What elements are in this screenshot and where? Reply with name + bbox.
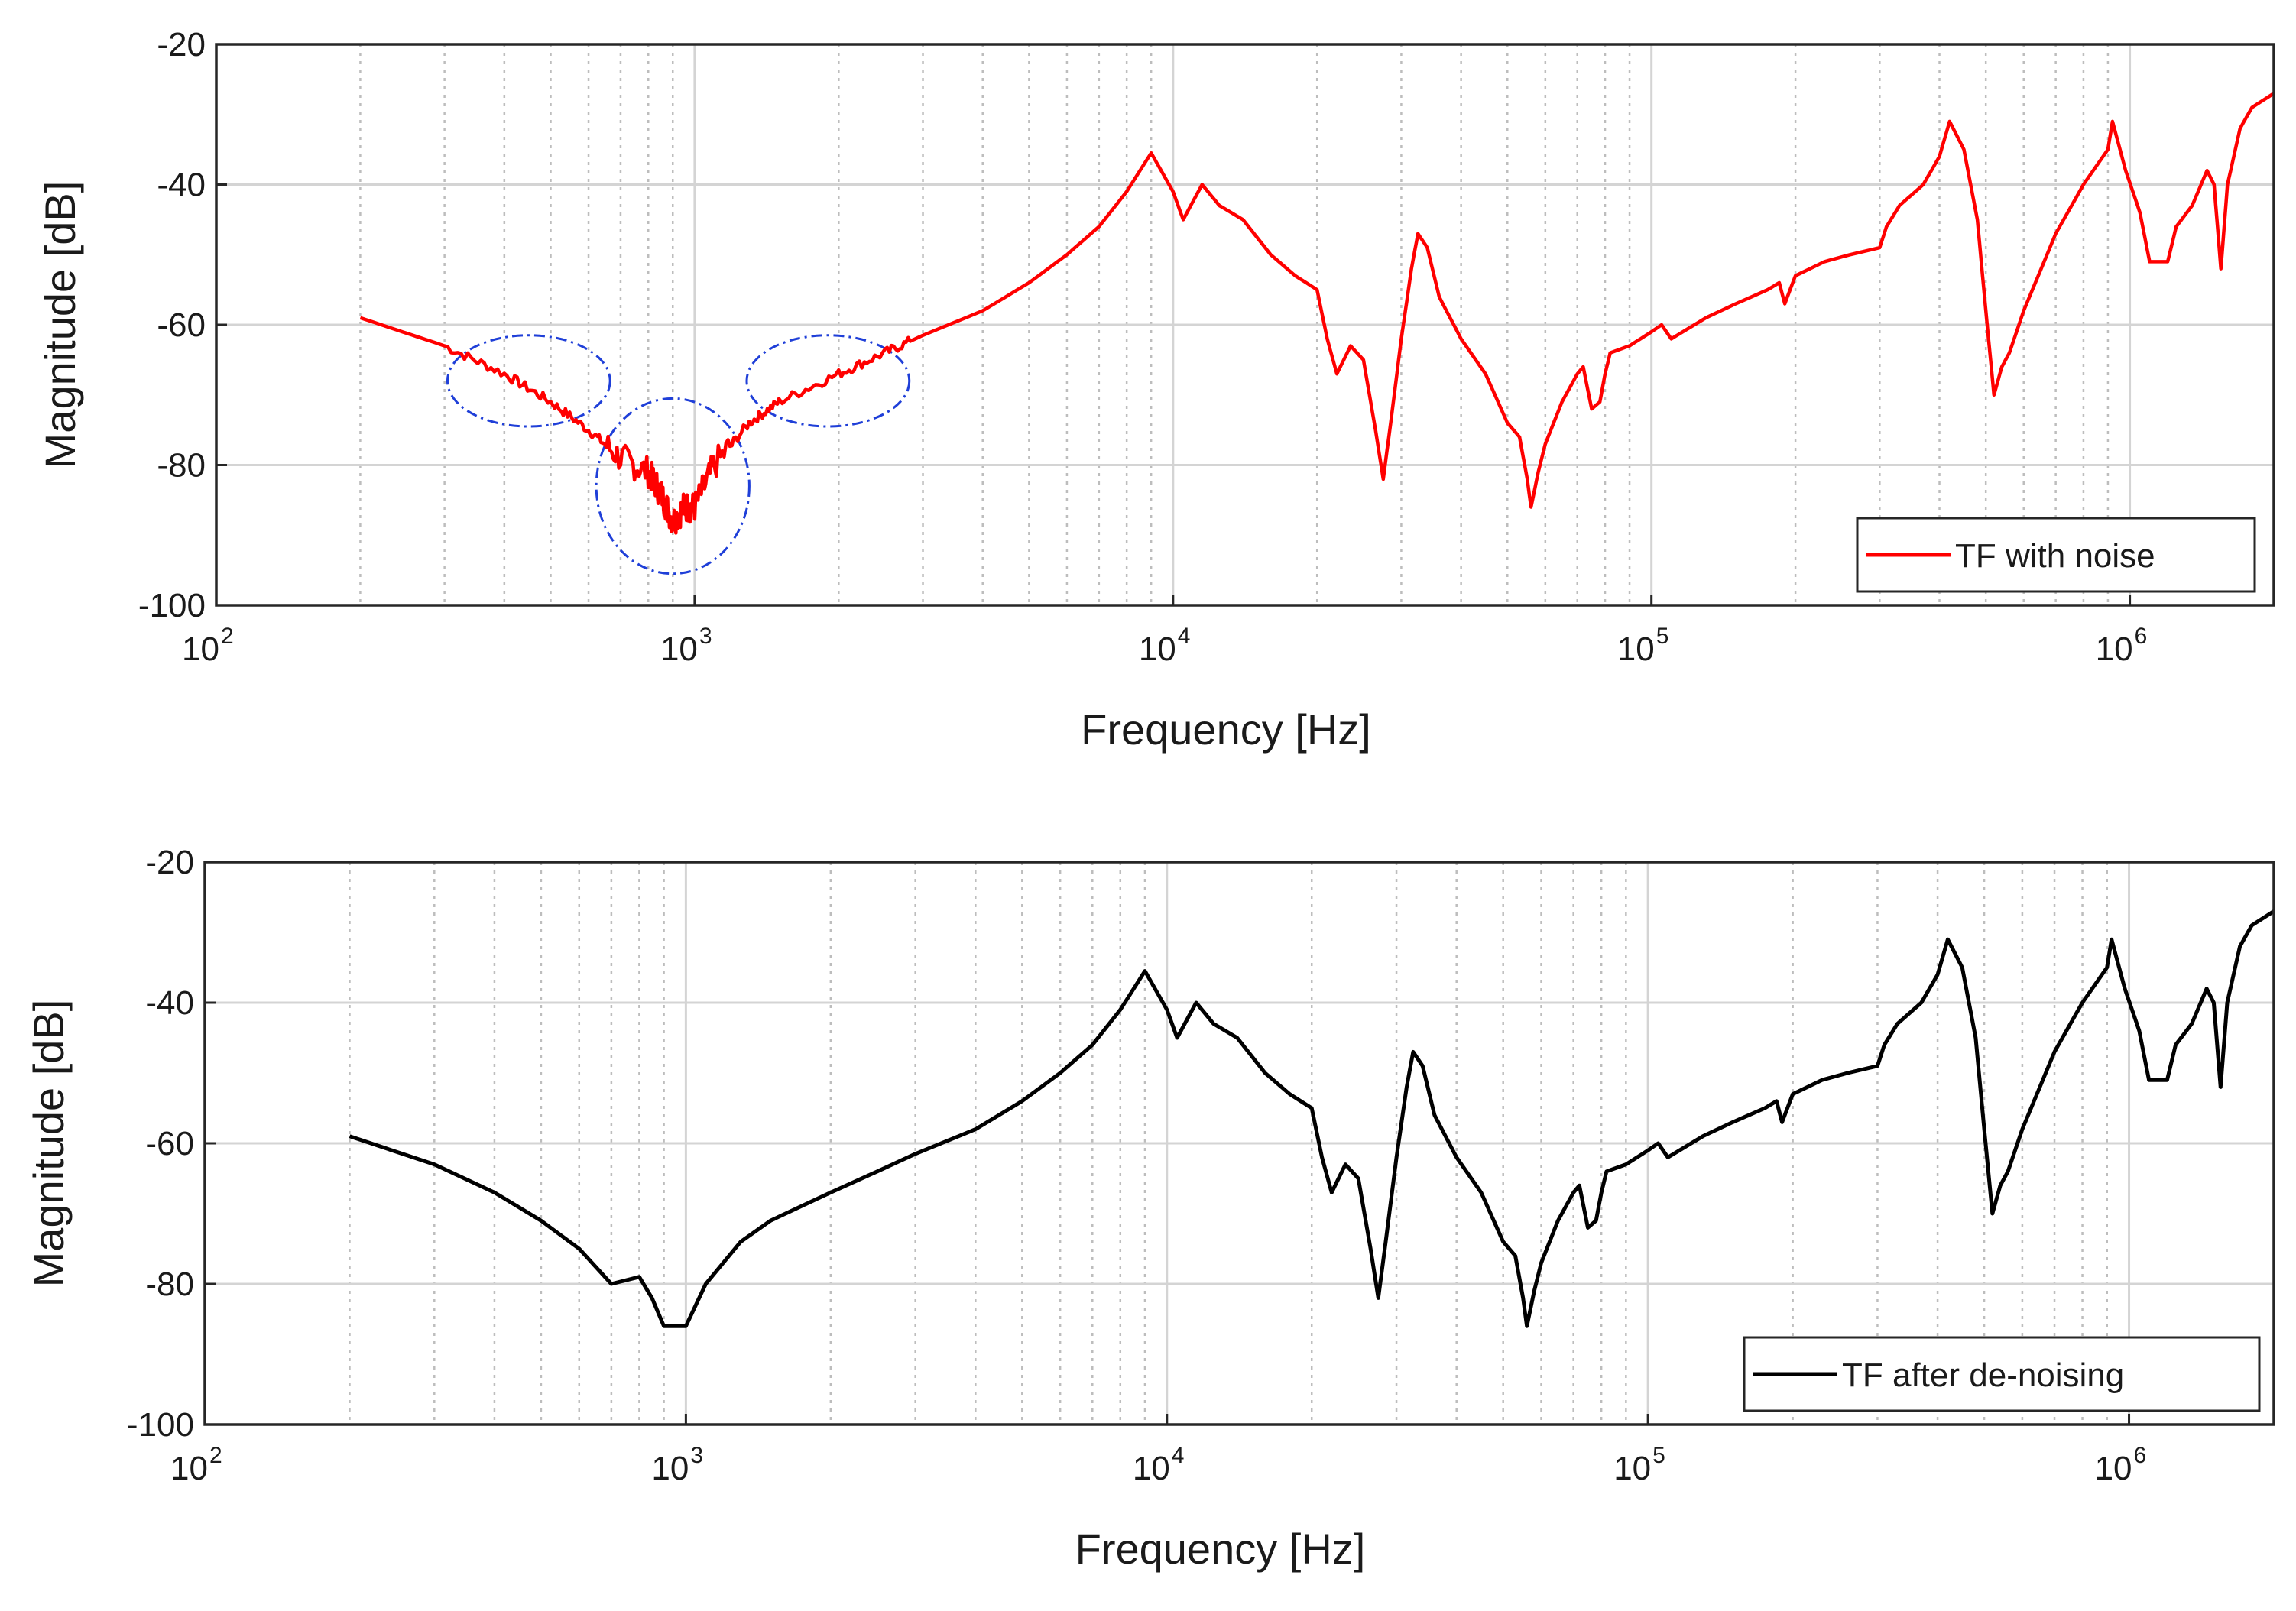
y-tick-label: -80: [145, 1266, 194, 1303]
y-tick-label: -20: [157, 26, 206, 63]
legend: TF with noise: [1856, 517, 2256, 593]
x-tick-exponent: 3: [699, 624, 712, 649]
x-tick-exponent: 5: [1652, 1443, 1665, 1468]
series-line-1: [349, 909, 2275, 1328]
y-tick-label: -100: [138, 587, 206, 624]
x-tick-exponent: 6: [2135, 624, 2148, 649]
x-tick-label: 10 2: [182, 624, 234, 668]
annotation-ellipse-3: [745, 334, 911, 428]
annotation-ellipse-1: [446, 334, 611, 428]
x-tick-exponent: 4: [1172, 1443, 1185, 1468]
x-tick-exponent: 6: [2134, 1443, 2147, 1468]
y-axis-label: Magnitude [dB]: [24, 1000, 73, 1288]
x-tick-label: 10 6: [2096, 624, 2148, 668]
y-tick-label: -100: [127, 1406, 194, 1444]
x-tick-base: 10: [2095, 1450, 2132, 1487]
x-tick-base: 10: [1139, 630, 1176, 668]
minor-grid: [203, 862, 2275, 1425]
series-line-1: [359, 92, 2275, 535]
x-tick-base: 10: [660, 630, 698, 668]
y-tick-label: -60: [157, 306, 206, 344]
y-tick-label: -80: [157, 447, 206, 485]
y-tick-label: -60: [145, 1125, 194, 1162]
x-tick-base: 10: [170, 1450, 208, 1487]
x-tick-base: 10: [1617, 630, 1655, 668]
x-tick-exponent: 3: [690, 1443, 703, 1468]
y-tick-label: -40: [145, 984, 194, 1022]
x-tick-label: 10 5: [1613, 1443, 1665, 1487]
x-tick-exponent: 4: [1178, 624, 1191, 649]
x-tick-base: 10: [182, 630, 219, 668]
x-tick-exponent: 2: [209, 1443, 222, 1468]
x-tick-exponent: 5: [1656, 624, 1669, 649]
x-axis-label: Frequency [Hz]: [1075, 1525, 1366, 1573]
x-axis-label: Frequency [Hz]: [1081, 705, 1371, 754]
legend-entry-label: TF after de-noising: [1842, 1357, 2124, 1394]
x-tick-exponent: 2: [221, 624, 234, 649]
x-tick-label: 10 5: [1617, 624, 1669, 668]
legend: TF after de-noising: [1743, 1336, 2261, 1412]
x-tick-base: 10: [1613, 1450, 1651, 1487]
x-tick-label: 10 3: [651, 1443, 703, 1487]
x-tick-label: 10 3: [660, 624, 712, 668]
x-tick-base: 10: [1133, 1450, 1170, 1487]
x-tick-label: 10 4: [1139, 624, 1191, 668]
y-tick-label: -20: [145, 844, 194, 881]
x-tick-label: 10 6: [2095, 1443, 2147, 1487]
legend-entry-label: TF with noise: [1955, 537, 2155, 575]
x-tick-base: 10: [651, 1450, 689, 1487]
x-tick-label: 10 4: [1133, 1443, 1185, 1487]
x-tick-label: 10 2: [170, 1443, 222, 1487]
y-tick-label: -40: [157, 167, 206, 204]
y-axis-label: Magnitude [dB]: [36, 181, 84, 469]
x-tick-base: 10: [2096, 630, 2133, 668]
annotation-ellipse-2: [595, 397, 751, 575]
